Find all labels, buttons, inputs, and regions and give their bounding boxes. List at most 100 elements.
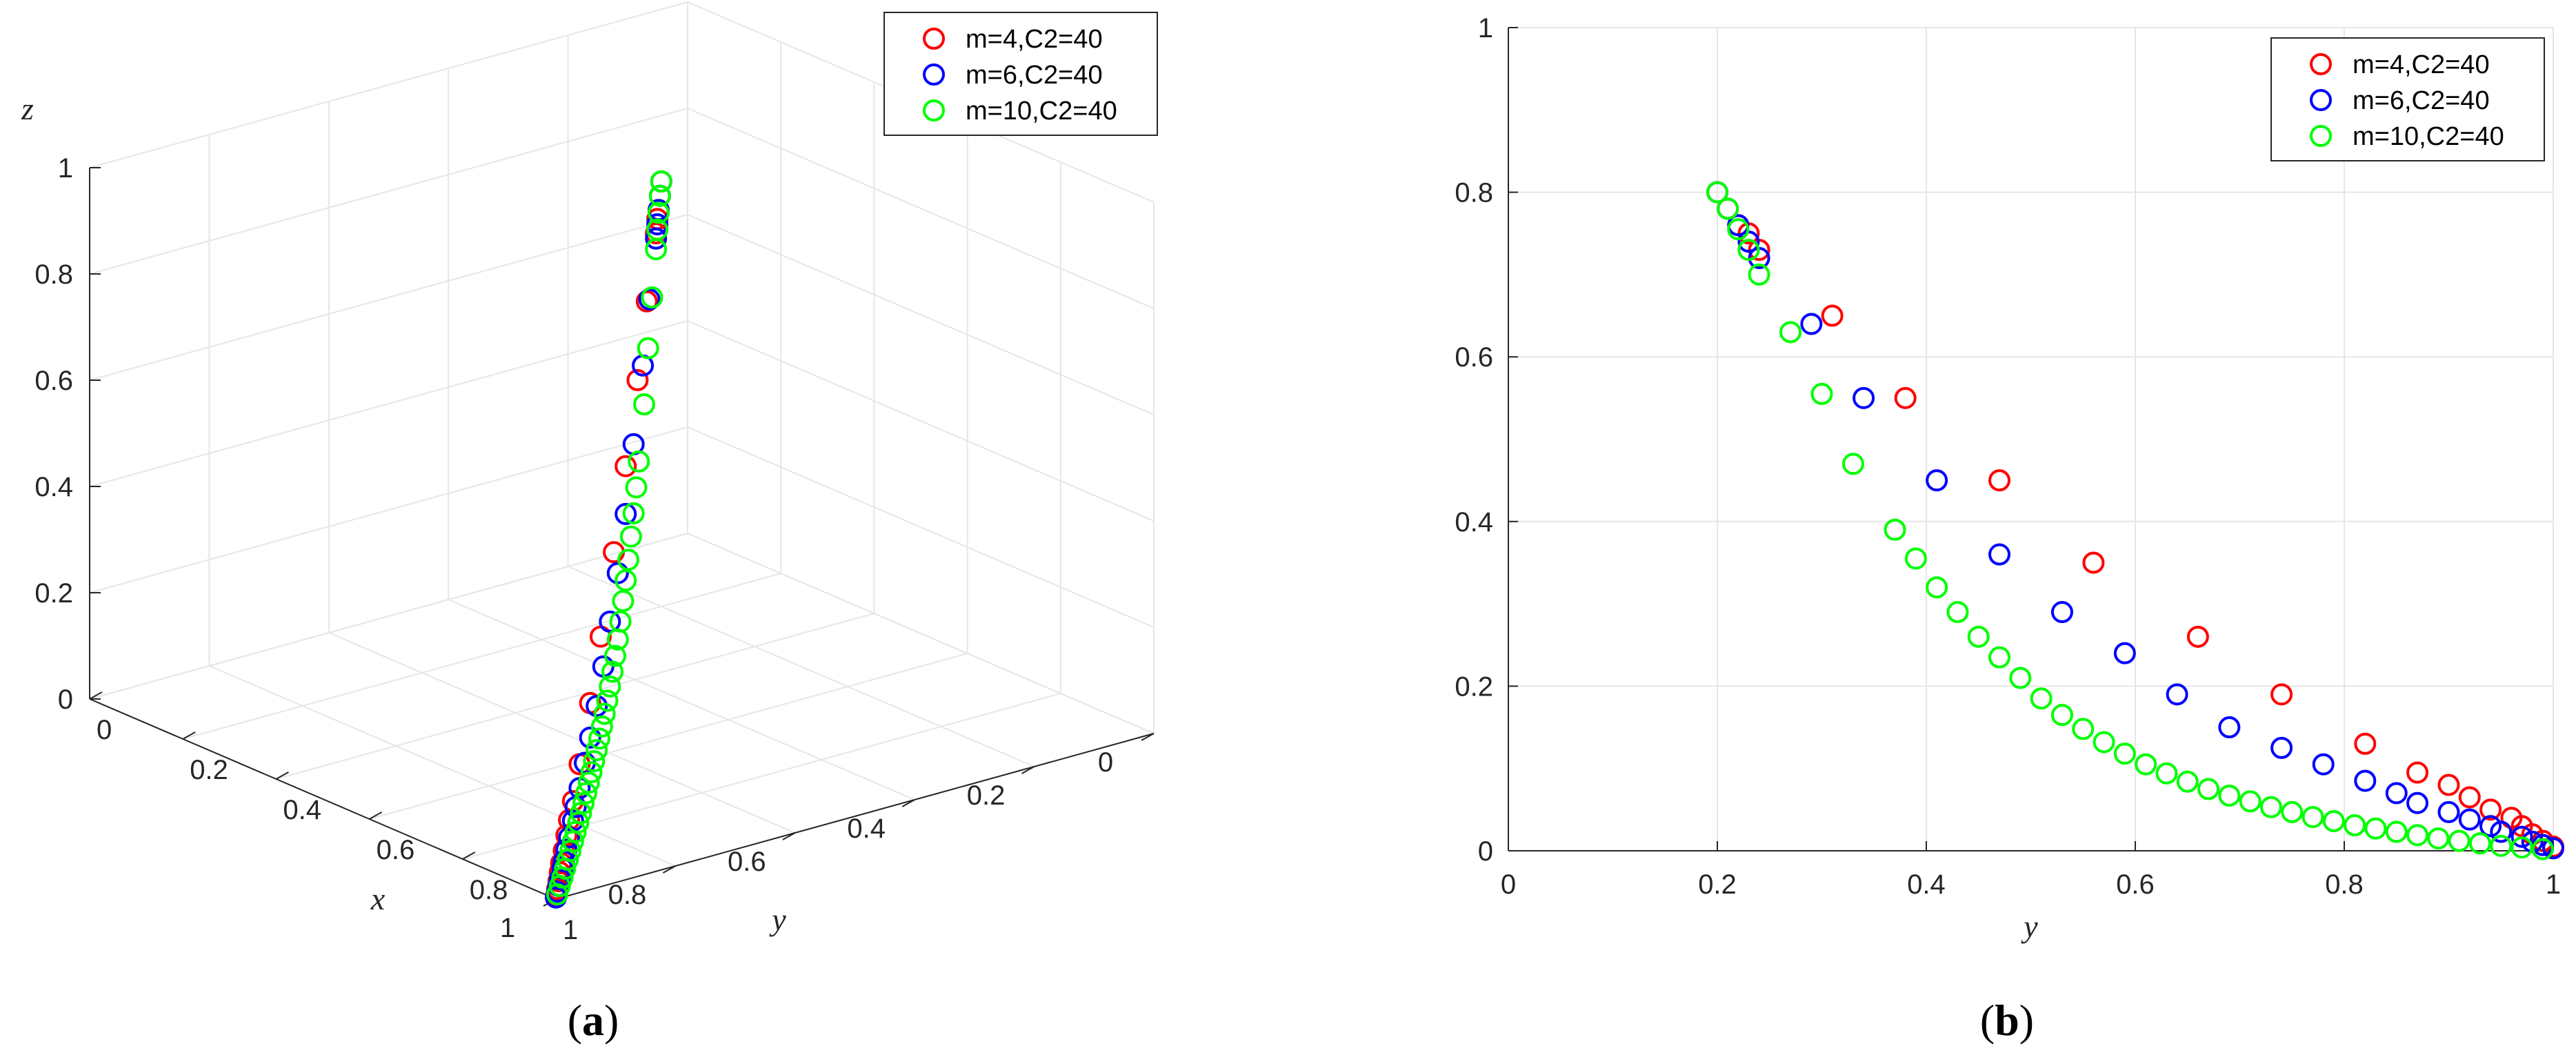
legend-marker — [2310, 89, 2332, 111]
grid-line-wall-z2 — [89, 320, 688, 487]
x-tick-label: 0.8 — [470, 875, 508, 905]
data-point — [590, 715, 613, 738]
legend-marker — [923, 63, 945, 86]
data-point — [626, 368, 649, 391]
back-wall-xz — [688, 2, 1154, 733]
data-point — [2406, 791, 2429, 814]
legend-label: m=4,C2=40 — [2353, 50, 2490, 79]
data-point — [2259, 796, 2282, 818]
data-point — [1926, 576, 1948, 599]
data-point — [2354, 769, 2377, 792]
z-tick-label: 0 — [58, 684, 73, 715]
data-point — [2166, 683, 2188, 706]
legend-label: m=10,C2=40 — [2353, 122, 2504, 151]
x-tick-mark — [275, 771, 289, 780]
y-tick-label: 0.2 — [1455, 671, 1493, 702]
data-point — [1988, 543, 2011, 566]
legend-marker — [2310, 125, 2332, 147]
data-point — [1988, 469, 2011, 492]
data-point — [2364, 817, 2387, 840]
x-tick-label: 0.4 — [283, 795, 321, 825]
data-point — [2354, 732, 2377, 755]
x-tick-label: 0.6 — [2116, 869, 2155, 900]
data-point — [2385, 782, 2408, 805]
data-point — [2050, 601, 2073, 624]
data-point — [1853, 386, 1875, 409]
data-point — [617, 549, 640, 571]
legend-marker — [923, 28, 945, 50]
data-point — [2082, 551, 2105, 574]
data-point — [2437, 800, 2460, 823]
x-tick-label: 0.4 — [1907, 869, 1946, 900]
legend: m=4,C2=40 m=6,C2=40 m=10,C2=40 — [2270, 37, 2545, 161]
legend-label: m=4,C2=40 — [966, 25, 1103, 54]
data-point — [2113, 742, 2136, 765]
x-tick-label: 0.8 — [2325, 869, 2364, 900]
data-point — [1946, 601, 1969, 624]
grid-line-wall-z2 — [89, 108, 688, 275]
x-tick-mark — [89, 691, 103, 700]
data-point — [2072, 718, 2095, 740]
back-wall-yz — [90, 2, 688, 699]
data-point — [2302, 806, 2324, 829]
z-tick-label: 0.4 — [34, 472, 73, 502]
legend-label: m=10,C2=40 — [966, 97, 1117, 126]
grid-line-floor-x — [276, 613, 875, 780]
data-point — [586, 739, 608, 762]
data-point — [1800, 313, 1823, 335]
data-point — [2490, 834, 2513, 857]
data-point — [1904, 547, 1927, 570]
data-point — [1748, 263, 1770, 286]
data-point — [2448, 829, 2470, 852]
data-point — [2155, 762, 2178, 785]
data-point — [583, 750, 606, 773]
x-axis-label: y — [2021, 909, 2038, 944]
data-point — [2135, 753, 2157, 776]
data-point — [580, 761, 603, 784]
x-axis-label: x — [370, 881, 386, 916]
x-tick-label: 0.2 — [1698, 869, 1737, 900]
panel-a-3d-plot: 0 0.2 0.4 0.6 0.8 1 0 0.2 0.4 0.6 0.8 1 0 0.2 0.4 0.6 0.… — [21, 1, 1158, 945]
data-point — [625, 476, 648, 499]
data-point — [2030, 687, 2053, 710]
y-tick-label: 1 — [500, 913, 515, 943]
data-point — [1737, 239, 1760, 262]
y-tick-label: 0.4 — [847, 814, 886, 844]
grid-line-wall-z — [687, 320, 1155, 522]
data-point — [1779, 321, 1802, 344]
data-point — [546, 883, 568, 906]
data-point — [586, 695, 608, 718]
data-point — [2312, 753, 2335, 776]
data-point — [2490, 820, 2513, 843]
data-point — [579, 726, 601, 749]
y-tick-label: 0 — [1098, 747, 1113, 778]
data-point — [2270, 736, 2293, 759]
data-point — [615, 455, 637, 477]
grid-line-wall-z — [687, 108, 1155, 309]
data-point — [1810, 382, 1833, 405]
data-point — [2218, 716, 2241, 739]
data-point — [2531, 838, 2554, 860]
data-point — [2406, 761, 2429, 784]
legend-label: m=6,C2=40 — [2353, 86, 2490, 115]
y-axis-label: y — [769, 902, 786, 937]
data-point — [599, 675, 621, 698]
data-point — [2479, 815, 2502, 838]
legend-label: m=6,C2=40 — [966, 61, 1103, 90]
data-point — [638, 288, 661, 311]
data-point — [2468, 832, 2491, 855]
data-point — [2281, 800, 2304, 823]
x-axis-line — [89, 698, 557, 900]
grid-line-floor-x — [369, 653, 968, 820]
data-point — [606, 628, 629, 651]
data-point — [2197, 778, 2220, 800]
data-point — [1717, 197, 1739, 220]
y-axis-line — [555, 733, 1155, 900]
x-tick-label: 0.2 — [190, 755, 228, 785]
y-tick-label: 0.2 — [967, 780, 1006, 811]
grid-line-wall-z2 — [89, 533, 688, 700]
data-point — [601, 660, 624, 683]
data-point — [2009, 667, 2032, 689]
y-tick-label: 0.4 — [1455, 507, 1493, 538]
data-point — [2542, 837, 2564, 860]
